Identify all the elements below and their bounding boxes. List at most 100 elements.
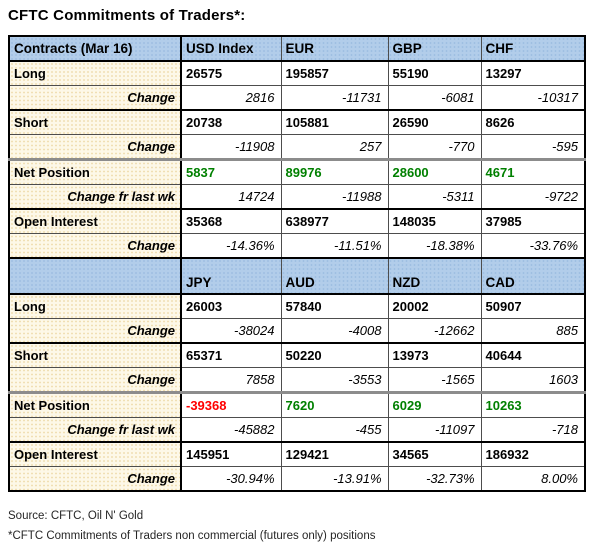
value-cell: -39368 bbox=[180, 391, 282, 418]
value-cell: -11097 bbox=[387, 417, 482, 443]
value-cell: -718 bbox=[480, 417, 586, 443]
value-cell: 26575 bbox=[180, 60, 282, 86]
value-cell: -6081 bbox=[387, 85, 482, 111]
value-cell: -18.38% bbox=[387, 233, 482, 259]
footer: Source: CFTC, Oil N' Gold *CFTC Commitme… bbox=[8, 506, 600, 546]
value-cell: 28600 bbox=[387, 158, 482, 185]
value-cell: -770 bbox=[387, 134, 482, 160]
value-cell: 4671 bbox=[480, 158, 586, 185]
table-row: Change fr last wk 14724 -11988 -5311 -9722 bbox=[8, 184, 586, 210]
currency-header-cell: EUR bbox=[280, 35, 389, 62]
row-label-cell: Change bbox=[8, 233, 182, 259]
value-cell: 1603 bbox=[480, 367, 586, 393]
value-cell: 145951 bbox=[180, 441, 282, 467]
value-cell: 55190 bbox=[387, 60, 482, 86]
value-cell: 13973 bbox=[387, 342, 482, 368]
currency-header-cell: CHF bbox=[480, 35, 586, 62]
value-cell: 35368 bbox=[180, 208, 282, 234]
row-label-cell: Change fr last wk bbox=[8, 417, 182, 443]
value-cell: 7858 bbox=[180, 367, 282, 393]
value-cell: 148035 bbox=[387, 208, 482, 234]
corner-header-cell bbox=[8, 257, 182, 295]
value-cell: 57840 bbox=[280, 293, 389, 319]
value-cell: -3553 bbox=[280, 367, 389, 393]
source-line: Source: CFTC, Oil N' Gold bbox=[8, 510, 144, 522]
value-cell: -9722 bbox=[480, 184, 586, 210]
value-cell: 129421 bbox=[280, 441, 389, 467]
value-cell: -12662 bbox=[387, 318, 482, 344]
value-cell: 6029 bbox=[387, 391, 482, 418]
value-cell: -11.51% bbox=[280, 233, 389, 259]
table-row: Change -14.36% -11.51% -18.38% -33.76% bbox=[8, 233, 586, 259]
table-row: Long 26575 195857 55190 13297 bbox=[8, 60, 586, 86]
value-cell: 26590 bbox=[387, 109, 482, 135]
value-cell: -1565 bbox=[387, 367, 482, 393]
row-label-cell: Long bbox=[8, 293, 182, 319]
value-cell: 186932 bbox=[480, 441, 586, 467]
table-row: Short 20738 105881 26590 8626 bbox=[8, 109, 586, 135]
table-row: Open Interest 35368 638977 148035 37985 bbox=[8, 208, 586, 234]
table-row: Change -11908 257 -770 -595 bbox=[8, 134, 586, 160]
row-label-cell: Change bbox=[8, 367, 182, 393]
row-label-cell: Change bbox=[8, 318, 182, 344]
value-cell: 638977 bbox=[280, 208, 389, 234]
value-cell: 40644 bbox=[480, 342, 586, 368]
value-cell: 50220 bbox=[280, 342, 389, 368]
value-cell: 50907 bbox=[480, 293, 586, 319]
table-row: Change -30.94% -13.91% -32.73% 8.00% bbox=[8, 466, 586, 492]
cot-table-body: Contracts (Mar 16) USD Index EUR GBP CHF Long… bbox=[8, 35, 586, 492]
value-cell: 885 bbox=[480, 318, 586, 344]
row-label-cell: Change fr last wk bbox=[8, 184, 182, 210]
value-cell: 26003 bbox=[180, 293, 282, 319]
row-label-cell: Change bbox=[8, 85, 182, 111]
value-cell: -14.36% bbox=[180, 233, 282, 259]
table-row: Change 2816 -11731 -6081 -10317 bbox=[8, 85, 586, 111]
value-cell: 20002 bbox=[387, 293, 482, 319]
corner-header-cell: Contracts (Mar 16) bbox=[8, 35, 182, 62]
value-cell: 7620 bbox=[280, 391, 389, 418]
value-cell: 89976 bbox=[280, 158, 389, 185]
value-cell: 8626 bbox=[480, 109, 586, 135]
cot-table: Contracts (Mar 16) USD Index EUR GBP CHF Long… bbox=[8, 35, 586, 492]
row-label-cell: Net Position bbox=[8, 158, 182, 185]
row-label-cell: Net Position bbox=[8, 391, 182, 418]
value-cell: -32.73% bbox=[387, 466, 482, 492]
row-label-cell: Change bbox=[8, 134, 182, 160]
value-cell: -33.76% bbox=[480, 233, 586, 259]
value-cell: 34565 bbox=[387, 441, 482, 467]
value-cell: -5311 bbox=[387, 184, 482, 210]
table-row: Change fr last wk -45882 -455 -11097 -718 bbox=[8, 417, 586, 443]
row-label-cell: Short bbox=[8, 342, 182, 368]
table-row: Change -38024 -4008 -12662 885 bbox=[8, 318, 586, 344]
value-cell: 65371 bbox=[180, 342, 282, 368]
value-cell: 14724 bbox=[180, 184, 282, 210]
currency-header-cell: USD Index bbox=[180, 35, 282, 62]
value-cell: 2816 bbox=[180, 85, 282, 111]
value-cell: -13.91% bbox=[280, 466, 389, 492]
value-cell: 195857 bbox=[280, 60, 389, 86]
row-label-cell: Open Interest bbox=[8, 441, 182, 467]
table-row: Net Position -39368 7620 6029 10263 bbox=[8, 391, 586, 418]
currency-header-cell: JPY bbox=[180, 257, 282, 295]
row-label-cell: Long bbox=[8, 60, 182, 86]
table-row: Short 65371 50220 13973 40644 bbox=[8, 342, 586, 368]
currency-header-cell: CAD bbox=[480, 257, 586, 295]
value-cell: -11988 bbox=[280, 184, 389, 210]
value-cell: -45882 bbox=[180, 417, 282, 443]
row-label-cell: Open Interest bbox=[8, 208, 182, 234]
value-cell: -30.94% bbox=[180, 466, 282, 492]
table-row: Change 7858 -3553 -1565 1603 bbox=[8, 367, 586, 393]
currency-header-cell: GBP bbox=[387, 35, 482, 62]
table-row: Net Position 5837 89976 28600 4671 bbox=[8, 158, 586, 185]
footnote-line: *CFTC Commitments of Traders non commerc… bbox=[8, 530, 376, 542]
value-cell: 20738 bbox=[180, 109, 282, 135]
value-cell: -11908 bbox=[180, 134, 282, 160]
value-cell: 8.00% bbox=[480, 466, 586, 492]
value-cell: -11731 bbox=[280, 85, 389, 111]
value-cell: 105881 bbox=[280, 109, 389, 135]
currency-header-cell: NZD bbox=[387, 257, 482, 295]
section-header-row: JPY AUD NZD CAD bbox=[8, 257, 586, 295]
value-cell: 257 bbox=[280, 134, 389, 160]
row-label-cell: Change bbox=[8, 466, 182, 492]
